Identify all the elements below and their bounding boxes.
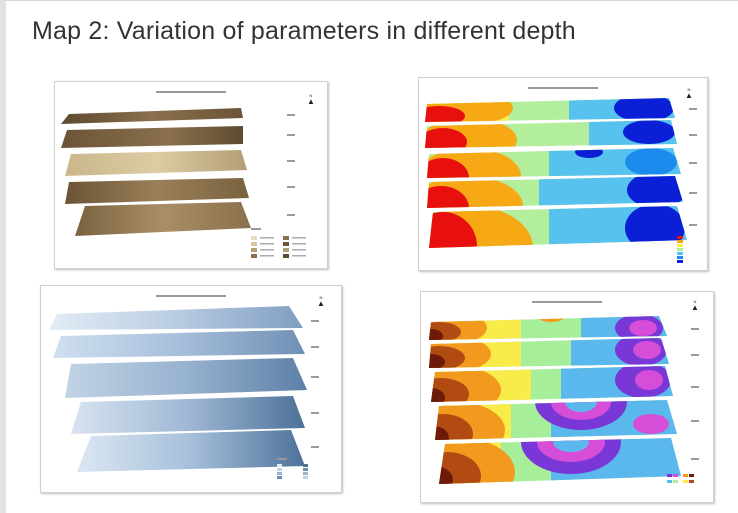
map-panel-contours: N ▲ xyxy=(420,291,714,503)
map-legend-zones xyxy=(677,236,683,263)
north-arrow-icon: N ▲ xyxy=(307,93,315,106)
map-panel-blue: N ▲ xyxy=(40,285,342,493)
layer-5 xyxy=(75,202,251,236)
depth-labels xyxy=(689,108,697,226)
depth-labels xyxy=(311,320,319,448)
layer-3 xyxy=(65,358,307,398)
zone-layer-4 xyxy=(427,176,683,208)
depth-labels xyxy=(691,328,699,460)
layer-3 xyxy=(65,150,247,176)
layer-1 xyxy=(61,108,243,124)
map-zones-layers xyxy=(425,98,697,263)
map-legend-contours xyxy=(667,474,694,483)
map-panel-brown: N ▲ xyxy=(54,81,328,269)
map-brown-layers xyxy=(61,108,306,258)
map-panel-blue-title xyxy=(41,292,341,298)
layer-5 xyxy=(77,430,305,472)
contour-layer-5 xyxy=(439,438,681,484)
map-legend-brown xyxy=(251,228,306,258)
map-panel-contours-title xyxy=(421,298,713,304)
layer-1 xyxy=(49,306,303,330)
map-blue-layers xyxy=(49,306,319,479)
zone-layer-5 xyxy=(429,206,687,248)
depth-labels xyxy=(287,114,295,216)
north-arrow-icon: N ▲ xyxy=(691,299,699,312)
map-legend-blue xyxy=(277,458,308,479)
layer-2 xyxy=(61,126,243,148)
map-panel-brown-title xyxy=(55,88,327,94)
layer-2 xyxy=(53,330,305,358)
slide-title: Map 2: Variation of parameters in differ… xyxy=(32,17,576,45)
zone-layer-3 xyxy=(427,148,681,178)
north-arrow-icon: N ▲ xyxy=(317,295,325,308)
layer-4 xyxy=(71,396,305,434)
map-panel-zones-title xyxy=(419,84,707,90)
north-arrow-icon: N ▲ xyxy=(685,87,693,100)
layer-4 xyxy=(65,178,249,204)
contour-layer-2 xyxy=(429,338,669,368)
map-contour-layers xyxy=(429,316,699,484)
map-panel-zones: N ▲ xyxy=(418,77,708,271)
